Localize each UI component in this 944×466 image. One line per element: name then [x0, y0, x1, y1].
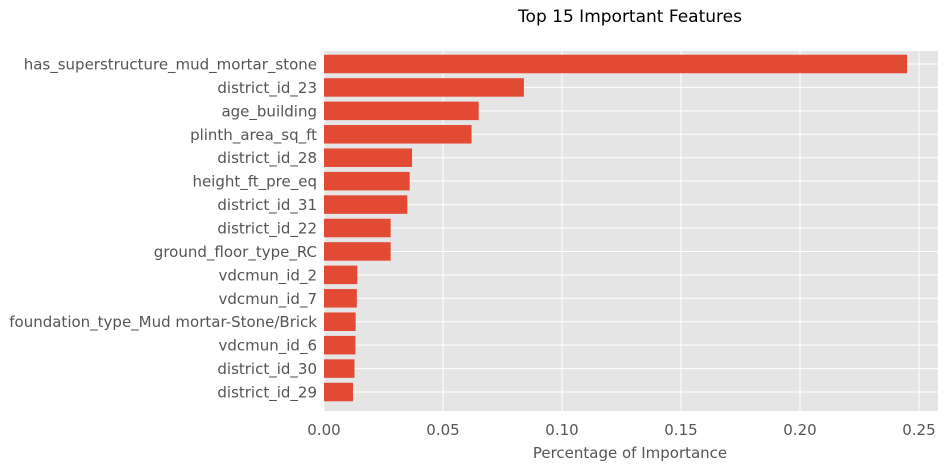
- x-tick-label: 0.20: [783, 421, 816, 439]
- y-tick-label: vdcmun_id_6: [218, 337, 317, 356]
- x-tick-label: 0.10: [545, 421, 578, 439]
- x-tick-labels: 0.00 0.05 0.10 0.15 0.20 0.25: [307, 421, 935, 439]
- bar: [324, 171, 410, 191]
- bar: [324, 242, 391, 261]
- y-tick-label: foundation_type_Mud mortar-Stone/Brick: [9, 313, 317, 332]
- y-tick-labels: has_superstructure_mud_mortar_stonedistr…: [9, 56, 317, 403]
- bar: [324, 78, 524, 97]
- x-tick-label: 0.15: [664, 421, 697, 439]
- y-tick-label: district_id_31: [217, 196, 317, 215]
- x-tick-label: 0.00: [307, 421, 340, 439]
- y-tick-label: vdcmun_id_7: [218, 290, 317, 309]
- bar: [324, 289, 357, 308]
- bar: [324, 125, 472, 144]
- bars-group: [324, 54, 908, 402]
- bar: [324, 335, 356, 355]
- bar: [324, 359, 355, 378]
- y-tick-label: age_building: [221, 102, 317, 121]
- bar: [324, 54, 908, 74]
- bar: [324, 195, 408, 214]
- bar: [324, 382, 354, 402]
- x-tick-label: 0.25: [902, 421, 935, 439]
- y-tick-label: vdcmun_id_2: [218, 266, 317, 285]
- bar: [324, 148, 413, 167]
- y-tick-label: district_id_23: [217, 79, 317, 98]
- bar: [324, 265, 358, 285]
- bar: [324, 312, 356, 331]
- y-tick-label: district_id_30: [217, 360, 317, 379]
- bar: [324, 218, 391, 238]
- x-axis-label: Percentage of Importance: [533, 444, 727, 462]
- y-tick-label: ground_floor_type_RC: [154, 243, 317, 262]
- y-tick-label: district_id_28: [217, 149, 317, 168]
- y-tick-label: plinth_area_sq_ft: [190, 126, 317, 145]
- y-tick-label: district_id_22: [217, 220, 317, 239]
- y-tick-label: has_superstructure_mud_mortar_stone: [24, 56, 317, 75]
- chart-title: Top 15 Important Features: [517, 7, 742, 27]
- y-tick-label: district_id_29: [217, 384, 317, 403]
- y-tick-label: height_ft_pre_eq: [192, 173, 317, 192]
- bar: [324, 101, 479, 121]
- x-tick-label: 0.05: [426, 421, 459, 439]
